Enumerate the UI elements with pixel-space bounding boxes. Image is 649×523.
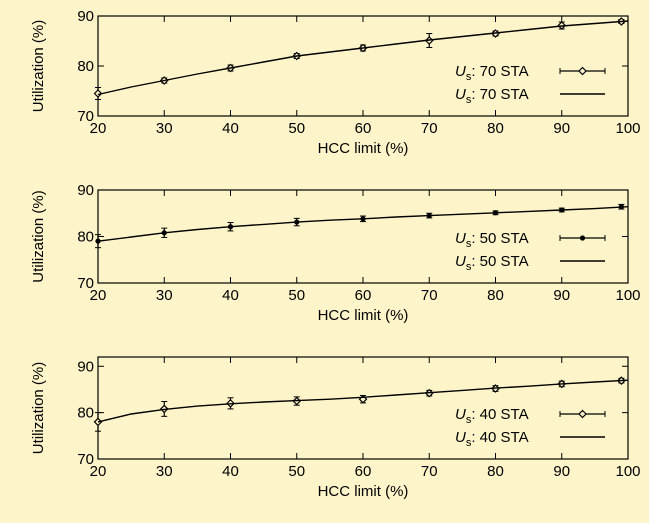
legend-marker [579, 235, 586, 241]
y-axis-label: Utilization (%) [30, 20, 47, 113]
x-tick-label: 90 [553, 120, 570, 137]
series-2 [97, 379, 629, 423]
legend-entry-1: Us: 40 STA [455, 406, 529, 426]
x-tick-label: 50 [288, 120, 305, 137]
x-tick-label: 100 [615, 463, 640, 480]
plot-frame [97, 189, 629, 284]
x-tick-label: 40 [222, 120, 239, 137]
y-tick-label: 70 [77, 108, 94, 125]
series-line [97, 20, 629, 96]
y-axis-label: Utilization (%) [30, 190, 47, 283]
x-tick-label: 80 [487, 287, 504, 304]
x-tick-label: 30 [156, 120, 173, 137]
x-tick-label: 40 [222, 463, 239, 480]
x-tick-label: 70 [421, 120, 438, 137]
y-tick-label: 80 [77, 405, 94, 422]
x-tick-label: 30 [156, 463, 173, 480]
x-tick-label: 50 [288, 287, 305, 304]
x-tick-label: 60 [355, 287, 372, 304]
legend-marker [578, 409, 587, 419]
x-tick-label: 100 [615, 120, 640, 137]
x-tick-label: 70 [421, 287, 438, 304]
legend-entry-2: Us: 50 STA [455, 253, 529, 273]
legend-entry-1: Us: 70 STA [455, 63, 529, 83]
x-tick-label: 80 [487, 120, 504, 137]
x-tick-label: 90 [553, 463, 570, 480]
y-tick-label: 90 [77, 182, 94, 199]
plot-frame [97, 15, 629, 117]
series-line [97, 206, 629, 242]
x-tick-label: 70 [421, 463, 438, 480]
x-tick-label: 30 [156, 287, 173, 304]
x-tick-label: 60 [355, 120, 372, 137]
y-axis-label: Utilization (%) [30, 362, 47, 455]
y-tick-label: 90 [77, 8, 94, 25]
x-axis-label: HCC limit (%) [318, 483, 409, 500]
x-axis-label: HCC limit (%) [318, 307, 409, 324]
legend-entry-2: Us: 70 STA [455, 86, 529, 106]
chart-panel-2: 20 30 40 50 60 70 80 90 100 70 80 90 HCC limit (%) Ut… [30, 182, 641, 324]
x-tick-label: 100 [615, 287, 640, 304]
series-2 [97, 20, 629, 96]
y-tick-label: 70 [77, 451, 94, 468]
y-tick-label: 80 [77, 58, 94, 75]
legend-entry-1: Us: 50 STA [455, 230, 529, 250]
series-1 [93, 17, 626, 100]
chart-panel-3: 20 30 40 50 60 70 80 90 100 70 80 90 HCC limit (%) Ut… [30, 356, 641, 500]
y-tick-label: 70 [77, 275, 94, 292]
x-tick-label: 20 [90, 287, 107, 304]
data-point [93, 89, 103, 98]
legend-entry-2: Us: 40 STA [455, 429, 529, 449]
x-tick-label: 50 [288, 463, 305, 480]
x-tick-label: 20 [90, 120, 107, 137]
x-tick-label: 80 [487, 463, 504, 480]
x-tick-label: 60 [355, 463, 372, 480]
series-1 [93, 376, 626, 432]
x-axis-label: HCC limit (%) [318, 140, 409, 157]
chart-panel-1: 20 30 40 50 60 70 80 90 100 70 80 90 HCC limit (%) Ut… [30, 8, 641, 157]
x-tick-label: 20 [90, 463, 107, 480]
y-tick-label: 90 [77, 358, 94, 375]
x-tick-label: 90 [553, 287, 570, 304]
y-tick-label: 80 [77, 229, 94, 246]
x-tick-label: 40 [222, 287, 239, 304]
series-line [97, 379, 629, 423]
series-2 [97, 206, 629, 242]
legend-marker [578, 66, 587, 76]
